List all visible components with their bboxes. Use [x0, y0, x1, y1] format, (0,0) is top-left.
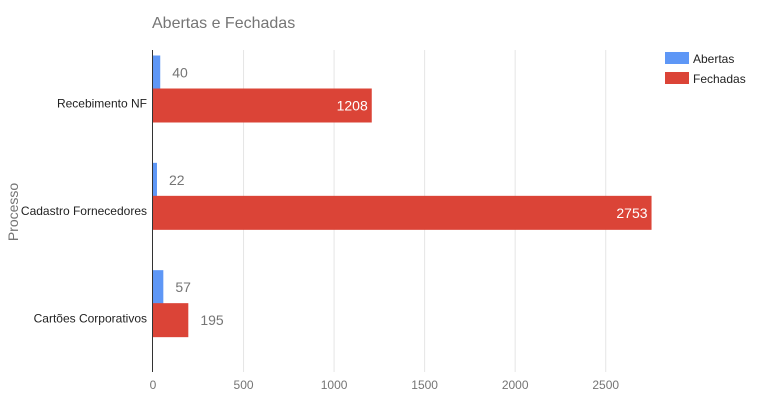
x-tick-label: 1500 [411, 378, 438, 392]
data-label-fechadas-cartoes-corporativos: 195 [200, 312, 224, 328]
y-axis-label: Processo [5, 183, 21, 242]
data-label-abertas-recebimento-nf: 40 [172, 65, 188, 81]
data-label-fechadas-recebimento-nf: 1208 [337, 98, 368, 114]
x-tick-label: 2500 [592, 378, 619, 392]
data-labels: 40 1208 22 2753 57 195 [169, 65, 648, 329]
bar-fechadas-cadastro-fornecedores[interactable] [153, 195, 652, 230]
bar-fechadas-cartoes-corporativos[interactable] [153, 303, 189, 338]
x-tick-label: 1000 [321, 378, 348, 392]
data-label-abertas-cartoes-corporativos: 57 [175, 279, 191, 295]
bars [153, 55, 652, 338]
category-label-recebimento-nf: Recebimento NF [57, 97, 147, 111]
x-tick-label: 0 [150, 378, 157, 392]
category-label-cadastro-fornecedores: Cadastro Fornecedores [21, 204, 147, 218]
legend: Abertas Fechadas [665, 52, 746, 86]
legend-label-abertas[interactable]: Abertas [693, 52, 734, 66]
data-label-abertas-cadastro-fornecedores: 22 [169, 172, 185, 188]
legend-swatch-fechadas[interactable] [665, 72, 689, 84]
x-tick-labels: 0 500 1000 1500 2000 2500 [150, 378, 620, 392]
category-labels: Recebimento NF Cadastro Fornecedores Cartõ… [21, 97, 147, 326]
bar-fechadas-recebimento-nf[interactable] [153, 88, 372, 123]
chart-title: Abertas e Fechadas [152, 15, 295, 32]
x-tick-label: 2000 [502, 378, 529, 392]
bar-abertas-recebimento-nf[interactable] [153, 55, 161, 90]
legend-swatch-abertas[interactable] [665, 52, 689, 64]
bar-abertas-cartoes-corporativos[interactable] [153, 270, 164, 305]
legend-label-fechadas[interactable]: Fechadas [693, 72, 746, 86]
category-label-cartoes-corporativos: Cartões Corporativos [34, 311, 147, 325]
bar-abertas-cadastro-fornecedores[interactable] [153, 162, 157, 197]
x-tick-label: 500 [234, 378, 254, 392]
data-label-fechadas-cadastro-fornecedores: 2753 [616, 205, 647, 221]
